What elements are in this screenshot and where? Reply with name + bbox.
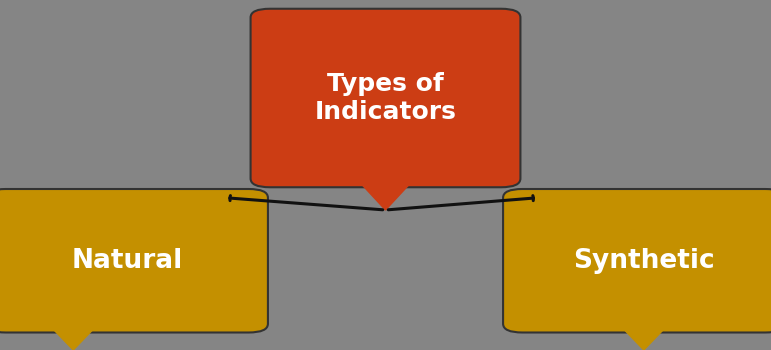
Polygon shape — [355, 177, 416, 210]
Polygon shape — [617, 322, 671, 350]
FancyBboxPatch shape — [0, 189, 268, 332]
Polygon shape — [46, 322, 100, 350]
Text: Types of
Indicators: Types of Indicators — [315, 72, 456, 124]
FancyBboxPatch shape — [251, 9, 520, 187]
FancyBboxPatch shape — [503, 189, 771, 332]
Text: Synthetic: Synthetic — [573, 248, 715, 274]
Text: Natural: Natural — [72, 248, 183, 274]
